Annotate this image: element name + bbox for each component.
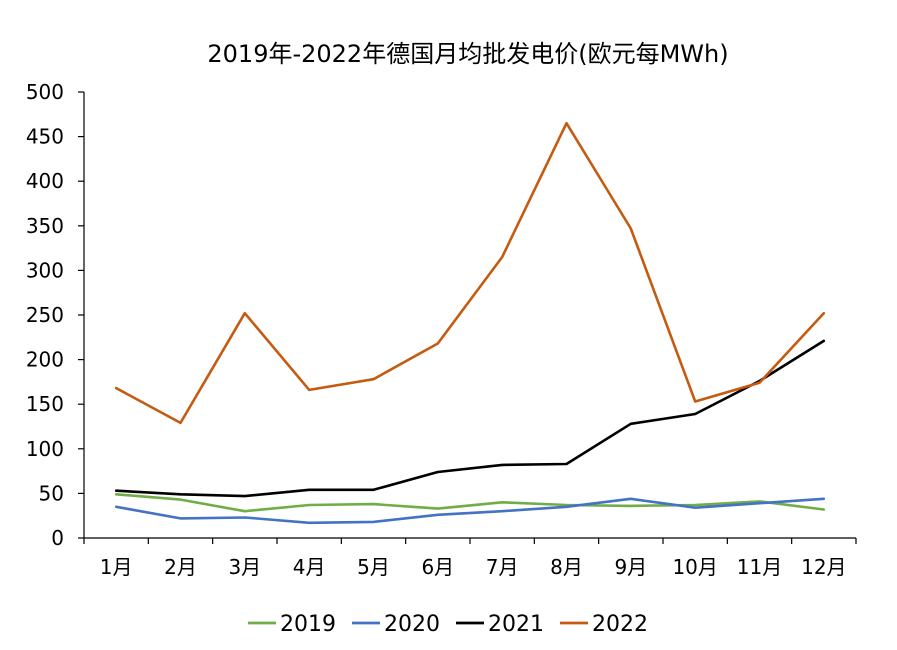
y-tick-label: 100 xyxy=(26,437,64,461)
x-tick-label: 9月 xyxy=(614,555,647,579)
legend: 2019 2020 2021 2022 xyxy=(248,612,648,637)
series-lines xyxy=(114,121,826,525)
legend-label-2019: 2019 xyxy=(280,612,336,637)
x-tick-label: 8月 xyxy=(550,555,583,579)
y-tick-label: 450 xyxy=(26,125,64,149)
y-axis-ticks: 0 50 100 150 200 250 300 350 400 450 500 xyxy=(26,80,84,550)
y-tick-label: 500 xyxy=(26,80,64,104)
y-tick-label: 300 xyxy=(26,258,64,282)
y-tick-label: 350 xyxy=(26,214,64,238)
x-tick-label: 2月 xyxy=(164,555,197,579)
series-line-2022 xyxy=(114,121,826,425)
y-tick-label: 250 xyxy=(26,303,64,327)
y-tick-label: 200 xyxy=(26,348,64,372)
x-tick-label: 6月 xyxy=(421,555,454,579)
legend-label-2020: 2020 xyxy=(384,612,440,637)
y-tick-label: 150 xyxy=(26,392,64,416)
series-line-2019 xyxy=(114,492,826,513)
legend-label-2022: 2022 xyxy=(592,612,648,637)
series-line-2020 xyxy=(114,497,826,525)
x-tick-label: 12月 xyxy=(801,555,846,579)
x-axis-ticks: 1月 2月 3月 4月 5月 6月 7月 8月 9月 10月 11月 12月 xyxy=(83,538,857,579)
x-tick-label: 5月 xyxy=(357,555,390,579)
axes xyxy=(83,92,856,539)
x-tick-label: 7月 xyxy=(486,555,519,579)
x-tick-label: 1月 xyxy=(100,555,133,579)
legend-label-2021: 2021 xyxy=(488,612,544,637)
x-tick-label: 4月 xyxy=(293,555,326,579)
x-tick-label: 11月 xyxy=(737,555,782,579)
x-tick-label: 10月 xyxy=(672,555,717,579)
y-tick-label: 0 xyxy=(51,526,64,550)
series-line-2021 xyxy=(114,339,826,498)
y-tick-label: 50 xyxy=(39,481,64,505)
x-tick-label: 3月 xyxy=(228,555,261,579)
chart-title: 2019年-2022年德国月均批发电价(欧元每MWh) xyxy=(207,40,728,68)
y-tick-label: 400 xyxy=(26,169,64,193)
